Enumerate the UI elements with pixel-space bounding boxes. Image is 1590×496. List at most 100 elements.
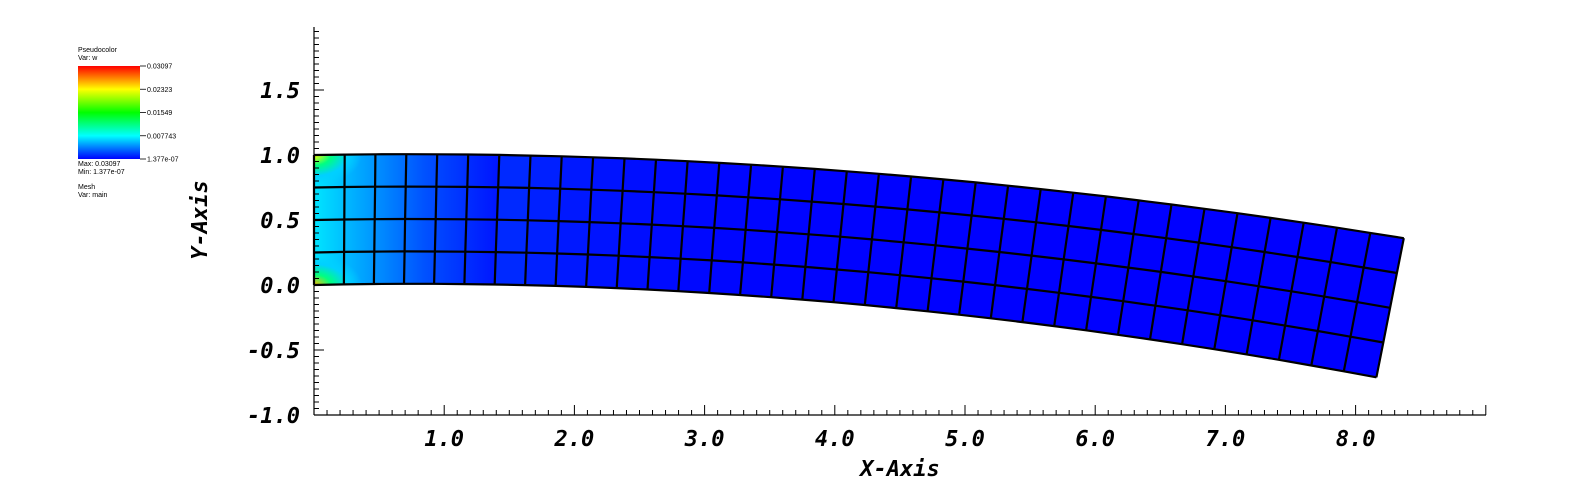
mesh-column-line bbox=[863, 173, 880, 306]
legend-mesh-var: Var: main bbox=[78, 192, 108, 199]
mesh-cell bbox=[556, 220, 590, 255]
mesh-cell bbox=[1053, 292, 1092, 331]
x-tick-label: 3.0 bbox=[684, 427, 725, 452]
mesh-cell bbox=[1035, 188, 1074, 227]
color-scale-ticks: 0.03097 0.02323 0.01549 0.007743 1.377e-07 bbox=[140, 64, 179, 164]
mesh-cell bbox=[871, 206, 908, 243]
x-ticks bbox=[313, 405, 1487, 415]
mesh-cell bbox=[967, 215, 1005, 253]
mesh-column-line bbox=[585, 157, 595, 287]
mesh-column-line bbox=[554, 156, 563, 286]
mesh-cell bbox=[1003, 185, 1041, 223]
mesh-column-line bbox=[895, 176, 913, 309]
mesh-cell bbox=[1100, 196, 1140, 235]
mesh-column-line bbox=[402, 154, 408, 284]
mesh-cell bbox=[649, 224, 684, 259]
mesh-cell bbox=[1117, 300, 1156, 340]
mesh-cell bbox=[748, 164, 784, 200]
mesh-cell bbox=[742, 229, 778, 265]
y-tick-label: 0.5 bbox=[260, 209, 300, 234]
mesh-column-line bbox=[646, 159, 658, 290]
mesh-column-line bbox=[493, 154, 501, 285]
mesh-cell bbox=[770, 264, 806, 300]
legend-max: Max: 0.03097 bbox=[78, 161, 121, 168]
mesh-column-line bbox=[1277, 222, 1305, 360]
legend-pseudocolor-title: Pseudocolor bbox=[78, 47, 118, 54]
mesh-cell bbox=[716, 162, 752, 198]
mesh-cell bbox=[931, 244, 968, 282]
mesh-hot-top-corner bbox=[314, 155, 362, 185]
mesh-cell bbox=[990, 284, 1028, 323]
x-tick-label: 8.0 bbox=[1336, 427, 1376, 452]
mesh-cell bbox=[591, 156, 625, 192]
mesh-cell bbox=[1165, 204, 1205, 243]
mesh-cell bbox=[684, 160, 720, 196]
mesh-cell bbox=[526, 220, 559, 254]
color-scale-label: 1.377e-07 bbox=[147, 157, 179, 164]
mesh-column-line bbox=[1213, 213, 1239, 350]
mesh-cell bbox=[524, 252, 558, 287]
mesh-cell bbox=[653, 159, 688, 195]
y-tick-label: 1.0 bbox=[260, 144, 300, 169]
mesh-cell bbox=[864, 271, 901, 309]
mesh-cell bbox=[555, 253, 589, 288]
mesh-cell bbox=[713, 195, 749, 231]
mesh-column-line bbox=[372, 154, 377, 285]
mesh-cell bbox=[1090, 263, 1129, 302]
mesh-column-line bbox=[1375, 237, 1405, 378]
mesh-column-line bbox=[433, 154, 439, 284]
legend-pseudocolor-var: Var: w bbox=[78, 55, 98, 62]
x-tick-label: 5.0 bbox=[945, 427, 985, 452]
mesh-cell bbox=[836, 236, 873, 273]
mesh-cell bbox=[1026, 255, 1065, 294]
mesh-column-line bbox=[989, 185, 1010, 319]
mesh-cell bbox=[651, 191, 686, 227]
mesh-cell bbox=[833, 269, 869, 306]
mesh-cell bbox=[994, 251, 1032, 290]
mesh-lines bbox=[312, 153, 1405, 379]
mesh-cell bbox=[1022, 288, 1060, 327]
mesh-column-line bbox=[739, 164, 753, 296]
mesh-column-line bbox=[524, 155, 532, 286]
mesh-cell bbox=[899, 241, 936, 279]
mesh-column-line bbox=[1116, 200, 1140, 335]
y-axis-title: Y-Axis bbox=[188, 180, 213, 259]
mesh-cell bbox=[558, 188, 592, 223]
mesh-column-line bbox=[1085, 196, 1107, 331]
legend-min: Min: 1.377e-07 bbox=[78, 169, 125, 176]
mesh-cell bbox=[805, 233, 841, 270]
mesh-cell bbox=[647, 256, 681, 292]
mesh-cell bbox=[680, 225, 715, 261]
mesh-column-line bbox=[801, 168, 816, 300]
mesh-cell bbox=[808, 201, 844, 238]
mesh-cell bbox=[773, 231, 809, 268]
mesh-cell bbox=[971, 182, 1009, 220]
mesh-cell bbox=[589, 189, 623, 224]
x-tick-labels: 1.0 2.0 3.0 4.0 5.0 6.0 7.0 8.0 bbox=[424, 427, 1375, 452]
mesh-cell bbox=[528, 155, 563, 190]
x-axis-title: X-Axis bbox=[858, 457, 939, 482]
mesh-cell bbox=[585, 254, 620, 289]
mesh-cell bbox=[497, 154, 531, 189]
mesh-cell bbox=[1133, 200, 1172, 239]
mesh-column-line bbox=[832, 171, 848, 303]
mesh-column-line bbox=[677, 161, 689, 292]
mesh-cell bbox=[895, 274, 932, 312]
mesh-cell bbox=[867, 239, 904, 276]
mesh-column-line bbox=[1148, 204, 1173, 340]
mesh-cell bbox=[1068, 192, 1107, 231]
mesh-column-line bbox=[1342, 232, 1372, 372]
mesh-cell bbox=[903, 209, 940, 246]
mesh-column-line bbox=[1181, 208, 1206, 345]
mesh-cell bbox=[927, 277, 964, 316]
mesh-cell bbox=[682, 193, 718, 229]
mesh-column-line bbox=[615, 158, 626, 289]
y-tick-labels: -1.0 -0.5 0.0 0.5 1.0 1.5 bbox=[247, 79, 300, 429]
x-tick-label: 4.0 bbox=[815, 427, 855, 452]
legend-mesh-title: Mesh bbox=[78, 184, 95, 191]
color-scale-bar bbox=[78, 66, 140, 159]
mesh-column-line bbox=[926, 179, 945, 312]
mesh-cell bbox=[494, 251, 527, 286]
color-scale-label: 0.007743 bbox=[147, 133, 176, 140]
